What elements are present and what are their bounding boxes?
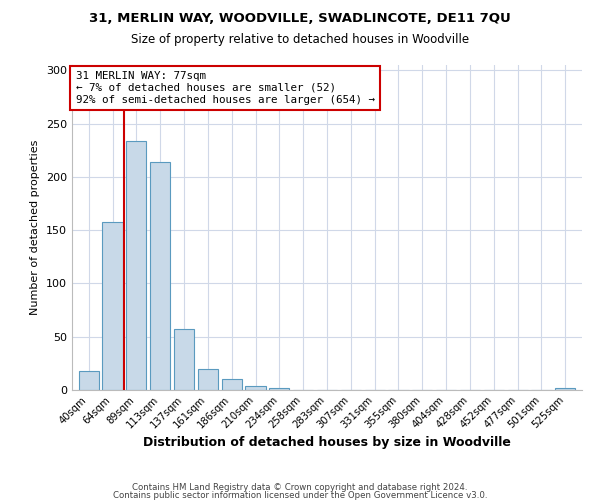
Bar	[245, 386, 266, 390]
Text: Contains public sector information licensed under the Open Government Licence v3: Contains public sector information licen…	[113, 491, 487, 500]
Text: Size of property relative to detached houses in Woodville: Size of property relative to detached ho…	[131, 32, 469, 46]
Bar	[555, 388, 575, 390]
Bar	[269, 388, 289, 390]
Y-axis label: Number of detached properties: Number of detached properties	[31, 140, 40, 315]
Bar	[174, 330, 194, 390]
Bar	[221, 380, 242, 390]
Bar	[79, 371, 99, 390]
X-axis label: Distribution of detached houses by size in Woodville: Distribution of detached houses by size …	[143, 436, 511, 449]
Bar	[126, 140, 146, 390]
Bar	[150, 162, 170, 390]
Bar	[103, 222, 122, 390]
Text: Contains HM Land Registry data © Crown copyright and database right 2024.: Contains HM Land Registry data © Crown c…	[132, 482, 468, 492]
Bar	[198, 368, 218, 390]
Text: 31 MERLIN WAY: 77sqm
← 7% of detached houses are smaller (52)
92% of semi-detach: 31 MERLIN WAY: 77sqm ← 7% of detached ho…	[76, 72, 374, 104]
Text: 31, MERLIN WAY, WOODVILLE, SWADLINCOTE, DE11 7QU: 31, MERLIN WAY, WOODVILLE, SWADLINCOTE, …	[89, 12, 511, 26]
